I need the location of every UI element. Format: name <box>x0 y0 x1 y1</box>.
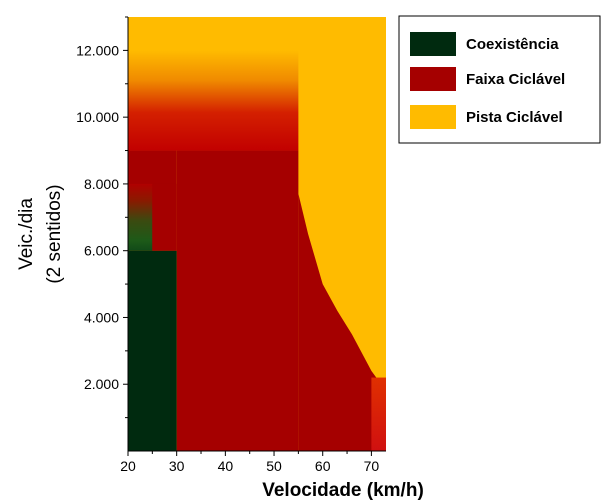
y-axis-title: Veic./dia (2 sentidos) <box>16 184 65 283</box>
x-tick-label-30: 30 <box>169 458 185 474</box>
y-tick-label-6000: 6.000 <box>84 243 119 259</box>
legend-swatch-pista-ciclavel <box>410 105 456 129</box>
legend-swatch-faixa-ciclavel <box>410 67 456 91</box>
legend-label-faixa-ciclavel: Faixa Ciclável <box>466 71 565 88</box>
region-transition-coex-faixa <box>128 183 153 251</box>
y-tick-label-4000: 4.000 <box>84 309 119 325</box>
plot-area <box>128 17 386 452</box>
region-faixa-curved <box>298 150 386 451</box>
region-faixa-right-strip <box>371 377 386 451</box>
legend-swatch-coexistencia <box>410 32 456 56</box>
legend-label-coexistencia: Coexistência <box>466 36 559 53</box>
region-transition-faixa-pista <box>128 50 299 151</box>
legend-label-pista-ciclavel: Pista Ciclável <box>466 109 563 126</box>
legend: Coexistência Faixa Ciclável Pista Cicláv… <box>398 15 601 144</box>
y-tick-label-2000: 2.000 <box>84 376 119 392</box>
axes: 20 30 40 50 60 70 2.000 4.000 6.000 8.000 10.000 12… <box>76 16 386 474</box>
x-tick-label-50: 50 <box>266 458 282 474</box>
y-axis-title-line-2: (2 sentidos) <box>44 184 65 283</box>
y-tick-label-10000: 10.000 <box>76 109 119 125</box>
region-faixa-main <box>176 150 299 452</box>
x-tick-label-40: 40 <box>218 458 234 474</box>
region-coexistencia <box>128 250 177 451</box>
y-axis-title-line-1: Veic./dia <box>16 198 37 270</box>
y-tick-label-8000: 8.000 <box>84 176 119 192</box>
x-tick-label-70: 70 <box>364 458 380 474</box>
x-axis-title: Velocidade (km/h) <box>262 480 424 501</box>
x-tick-label-20: 20 <box>120 458 136 474</box>
x-tick-label-60: 60 <box>315 458 331 474</box>
region-faixa-left-edge <box>152 183 177 251</box>
y-tick-label-12000: 12.000 <box>76 42 119 58</box>
